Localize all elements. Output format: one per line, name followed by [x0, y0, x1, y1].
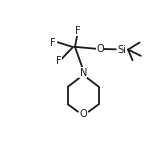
Text: Si: Si: [117, 45, 126, 55]
Text: O: O: [80, 109, 87, 119]
Text: N: N: [80, 68, 87, 78]
Text: F: F: [75, 26, 80, 36]
Text: F: F: [56, 56, 61, 66]
Text: O: O: [96, 44, 104, 54]
Text: F: F: [50, 38, 56, 48]
